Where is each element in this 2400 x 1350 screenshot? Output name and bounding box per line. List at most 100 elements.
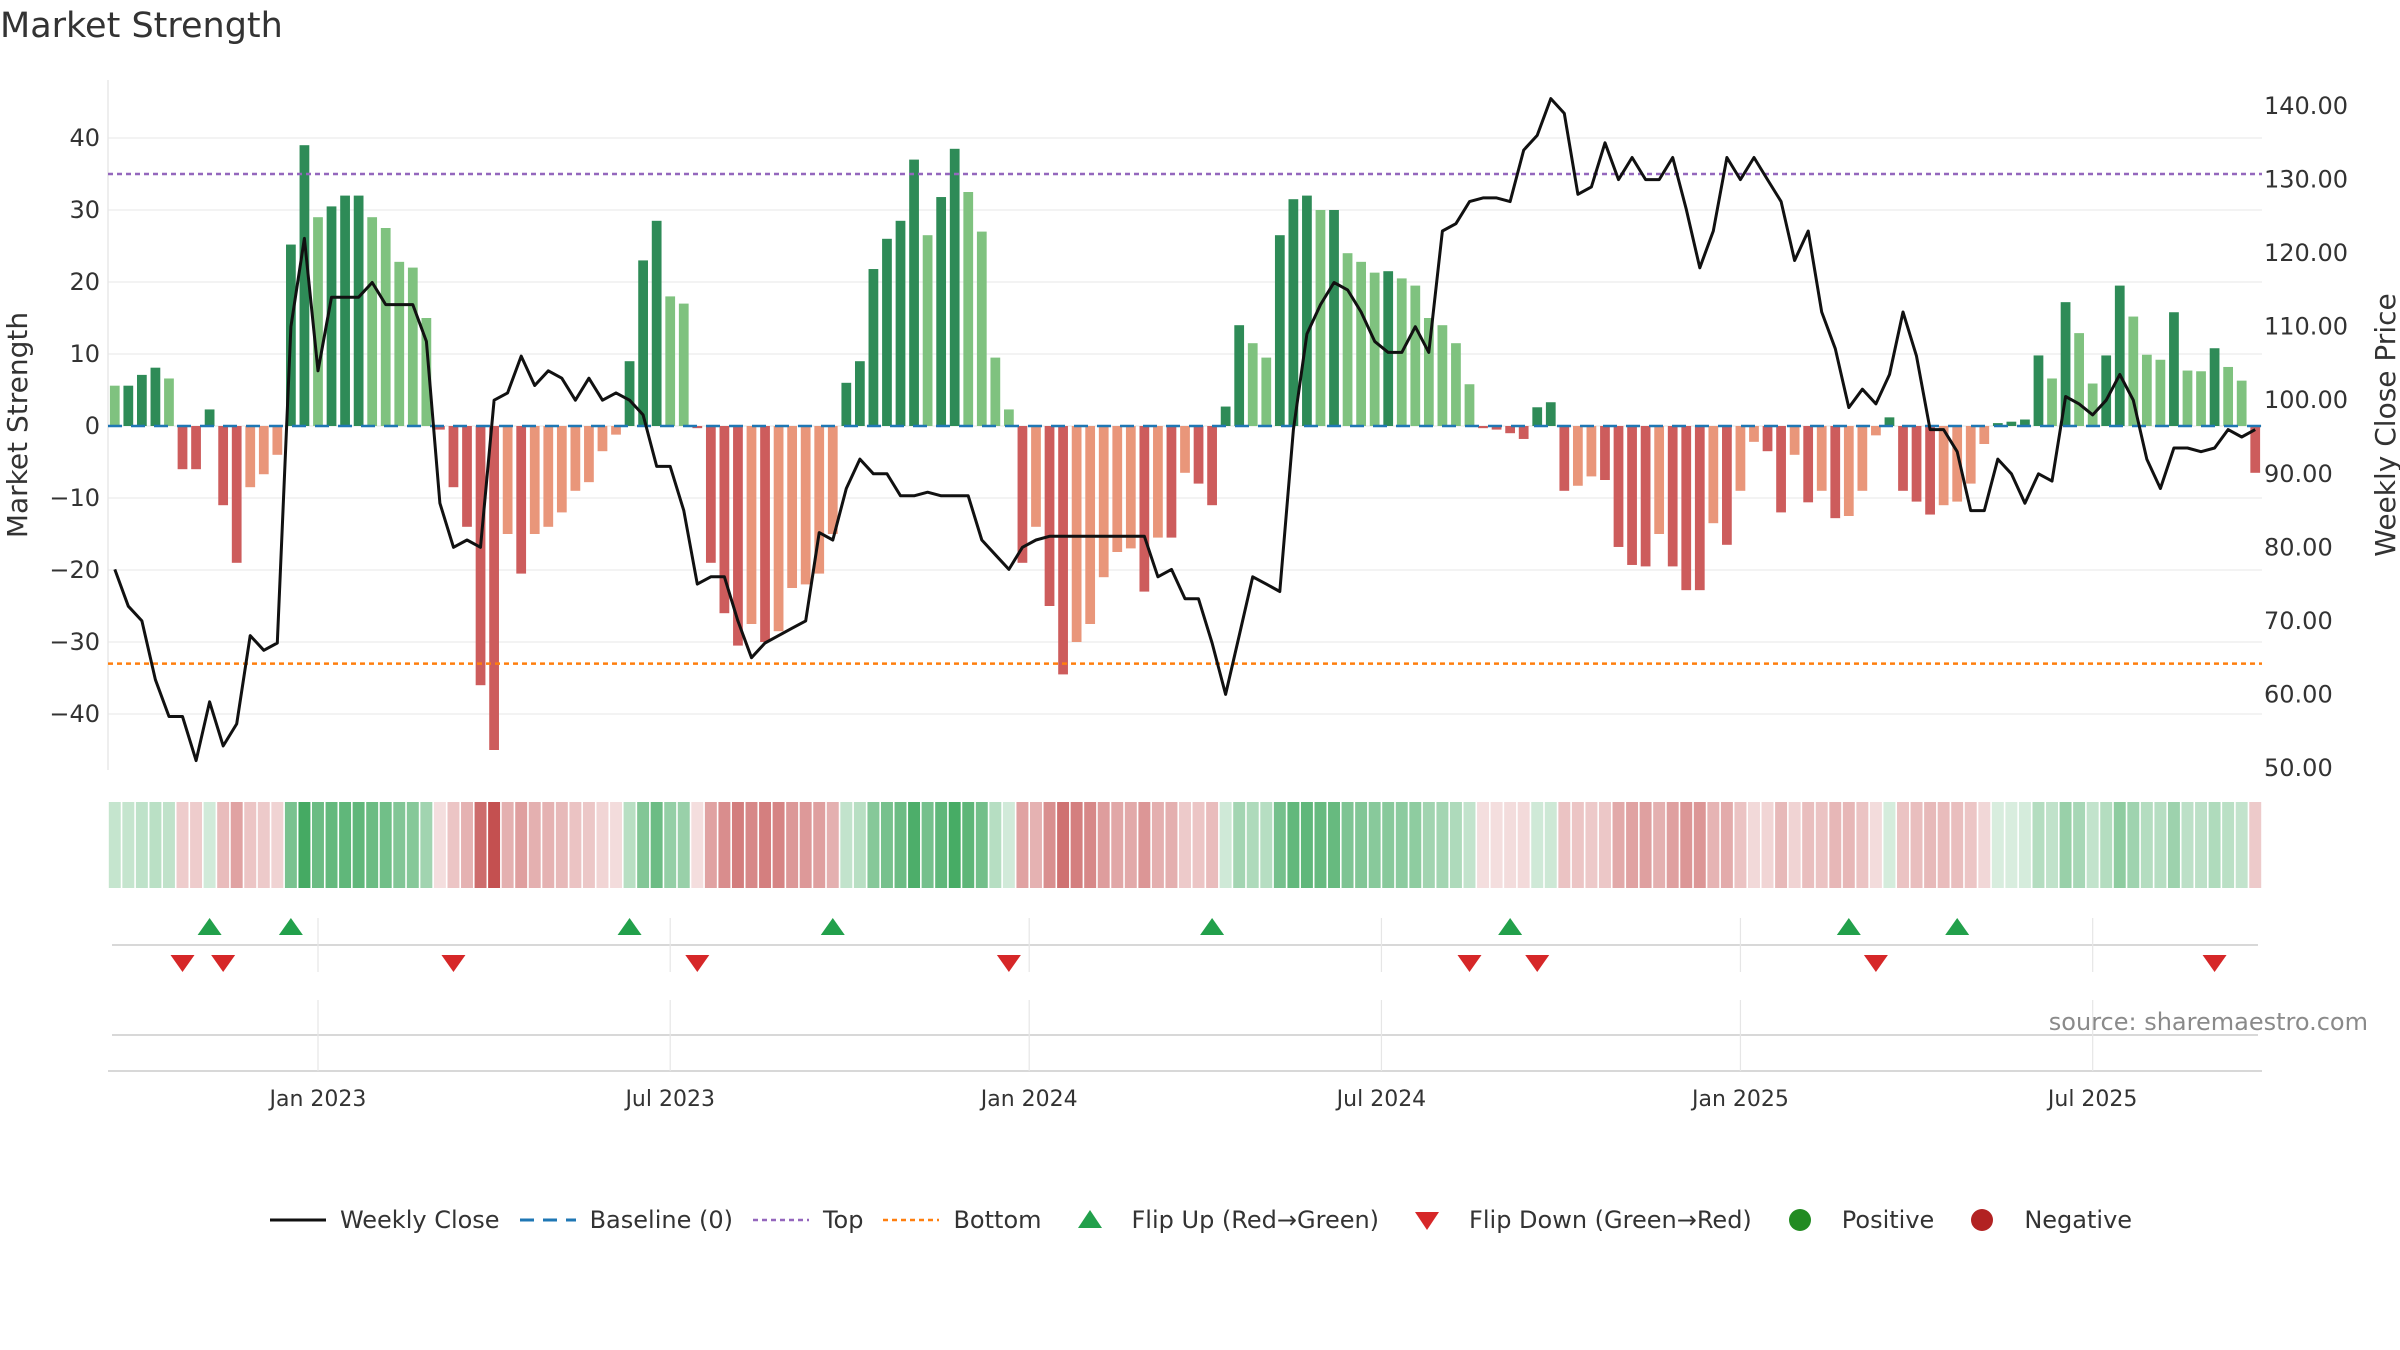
strength-bar — [313, 217, 323, 426]
strip-cell — [1815, 802, 1828, 888]
strip-cell — [975, 802, 988, 888]
y2-tick-label: 50.00 — [2264, 754, 2333, 782]
strength-bar — [218, 426, 229, 506]
strip-cell — [1869, 802, 1882, 888]
strip-cell — [488, 802, 501, 888]
strength-bar — [1247, 343, 1258, 426]
strength-bar — [1762, 426, 1773, 452]
strip-cell — [1517, 802, 1530, 888]
strength-bar — [2047, 378, 2057, 426]
strip-cell — [731, 802, 744, 888]
y-axis-right-ticks: 50.00 60.00 70.00 80.00 90.00 100.00 110.00 120… — [2264, 92, 2348, 782]
strip-cell — [1084, 802, 1097, 888]
strength-bar — [1789, 426, 1800, 455]
flip-up-marker — [1836, 918, 1861, 935]
flip-down-marker — [996, 955, 1021, 972]
strip-cell — [162, 802, 175, 888]
triangle-down-icon — [1415, 1212, 1440, 1230]
y-axis-left-ticks: −40 −30 −20 −10 0 10 20 30 40 — [49, 124, 100, 728]
strip-cell — [2100, 802, 2113, 888]
strength-bar — [245, 426, 256, 488]
strip-cell — [1287, 802, 1300, 888]
strength-bar — [922, 235, 933, 426]
y-tick-label: 0 — [85, 412, 100, 440]
strip-cell — [1314, 802, 1327, 888]
y2-tick-label: 140.00 — [2264, 92, 2348, 120]
y-tick-label: 20 — [69, 268, 100, 296]
strength-bar — [2169, 312, 2179, 426]
strength-bar — [1613, 426, 1624, 547]
flip-down-marker — [1863, 955, 1888, 972]
strip-cell — [2073, 802, 2086, 888]
strength-bar — [1315, 210, 1326, 426]
strip-cell — [2086, 802, 2099, 888]
legend-flip-down: Flip Down (Green→Red) — [1397, 1205, 1752, 1235]
strip-cell — [1449, 802, 1462, 888]
strip-cell — [1030, 802, 1042, 888]
strip-cell — [1300, 802, 1313, 888]
legend-line-icon — [269, 1218, 326, 1222]
strength-bar — [1478, 426, 1488, 429]
strength-bar — [2141, 354, 2152, 426]
strip-cell — [230, 802, 243, 888]
strip-cell — [2195, 802, 2208, 888]
strength-bar — [1667, 426, 1678, 567]
strip-cell — [135, 802, 148, 888]
strip-cell — [2059, 802, 2072, 888]
strength-bar — [1071, 426, 1082, 642]
strength-bar — [150, 367, 161, 426]
strip-cell — [1395, 802, 1408, 888]
strip-cell — [1016, 802, 1029, 888]
strength-bar — [556, 426, 567, 513]
x-tick-label: Jul 2024 — [1335, 1087, 1427, 1112]
legend-dash-icon — [519, 1218, 576, 1222]
strip-cell — [244, 802, 257, 888]
legend-dotted-icon — [752, 1218, 809, 1222]
legend-top: Top — [751, 1205, 863, 1235]
strength-bar — [2060, 302, 2071, 426]
strength-bar — [1884, 417, 1895, 426]
strength-bar — [1803, 426, 1814, 503]
strength-bar — [2196, 371, 2206, 426]
strip-cell — [108, 802, 121, 888]
strength-bar — [489, 426, 499, 750]
strip-cell — [474, 802, 487, 888]
strip-cell — [284, 802, 297, 888]
regime-strip — [108, 802, 2262, 888]
strip-cell — [1246, 802, 1259, 888]
strength-bar — [1031, 426, 1041, 527]
strength-bars — [109, 145, 2261, 750]
strip-cell — [2005, 802, 2018, 888]
y-tick-label: −30 — [49, 628, 100, 656]
strip-cell — [1856, 802, 1869, 888]
strength-bar — [1749, 426, 1759, 442]
y2-tick-label: 70.00 — [2264, 607, 2333, 635]
legend: Weekly Close Baseline (0) Top Bottom Fli… — [0, 1200, 2400, 1240]
strength-bar — [1843, 426, 1854, 516]
strength-bar — [353, 195, 364, 426]
flip-down-marker — [170, 955, 195, 972]
strength-bar — [1342, 253, 1353, 426]
strip-cell — [2249, 802, 2262, 888]
strength-bar — [448, 426, 459, 488]
strip-cell — [1883, 802, 1896, 888]
flip-up-marker — [1498, 918, 1523, 935]
y-tick-label: 10 — [69, 340, 100, 368]
strength-bar — [1586, 426, 1597, 477]
x-tick-label: Jan 2025 — [1690, 1087, 1789, 1112]
strip-cell — [1653, 802, 1666, 888]
legend-bottom: Bottom — [881, 1205, 1042, 1235]
strength-bar — [177, 426, 188, 470]
strip-cell — [1151, 802, 1164, 888]
strength-bar — [1274, 235, 1285, 426]
strength-bar — [936, 197, 947, 426]
strength-bar — [2236, 380, 2247, 426]
strip-cell — [1165, 802, 1178, 888]
strip-cell — [1206, 802, 1219, 888]
strip-cell — [1436, 802, 1449, 888]
strength-bar — [1207, 426, 1217, 506]
flip-down-marker — [211, 955, 236, 972]
strength-bar — [164, 378, 174, 426]
strip-cell — [366, 802, 379, 888]
x-tick-label: Jan 2024 — [979, 1087, 1078, 1112]
